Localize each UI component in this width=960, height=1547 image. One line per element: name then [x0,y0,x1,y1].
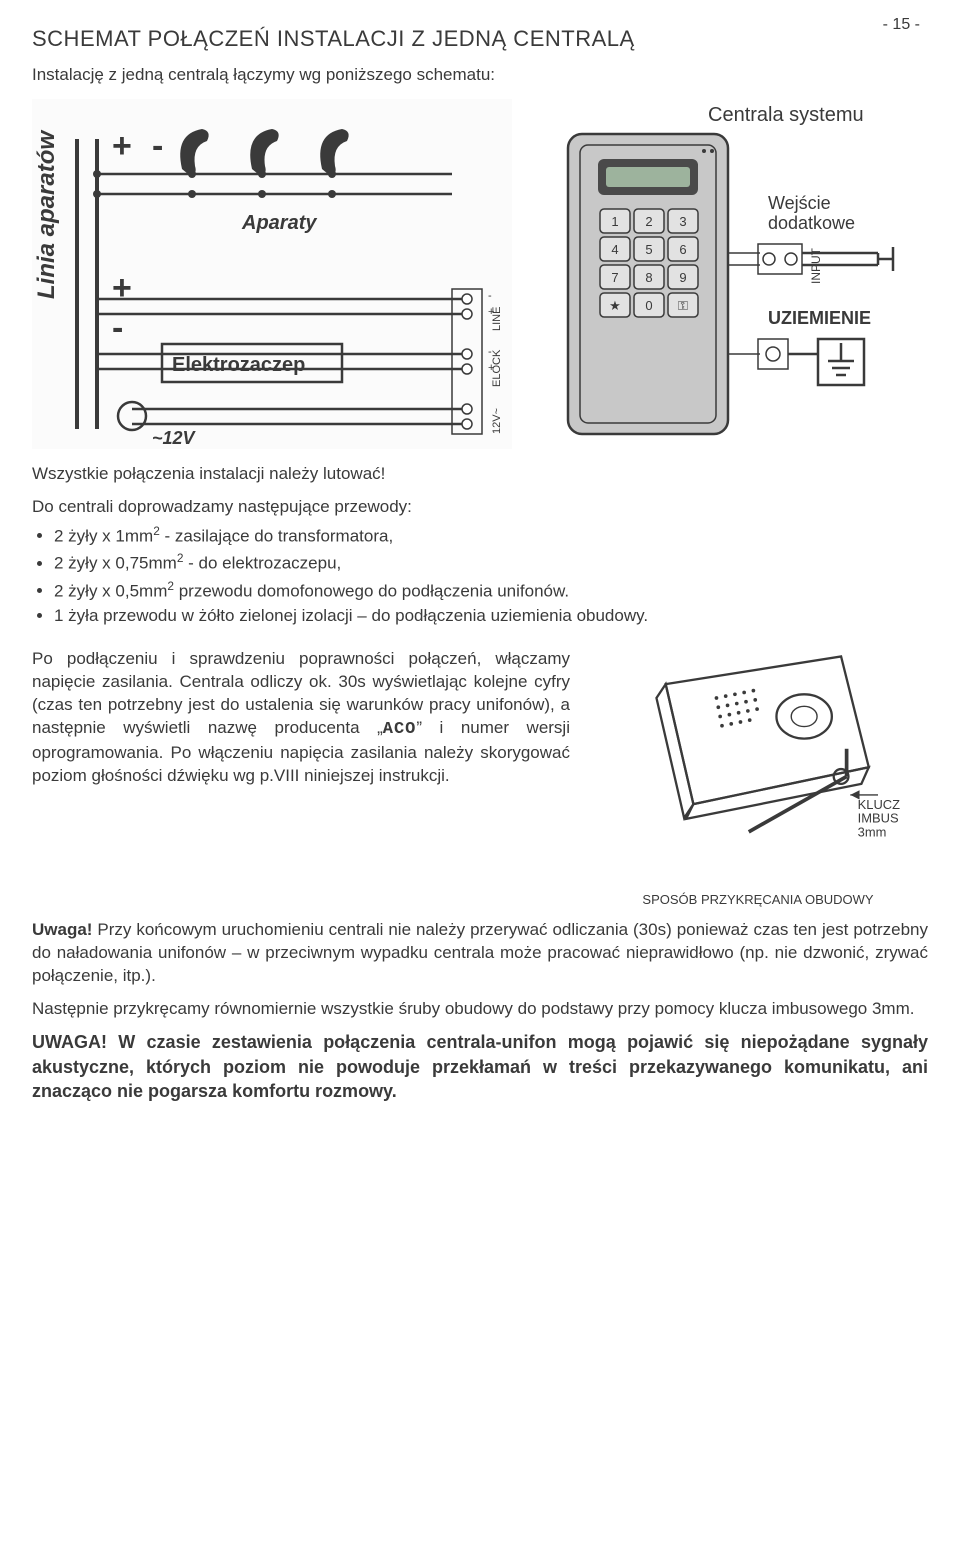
centrala-label: Centrala systemu [708,104,864,126]
minus-symbol: - [152,127,163,165]
plus-symbol-2: + [112,269,132,307]
wiring-schematic: Linia aparatów + - + - Aparaty [32,99,512,449]
warning-1: Uwaga! Przy końcowym uruchomieniu centra… [32,919,928,988]
svg-text:0: 0 [645,298,652,313]
v12-terminal-label: 12V~ [491,408,503,434]
svg-text:7: 7 [611,270,618,285]
wire-item-1: 2 żyły x 1mm2 - zasilające do transforma… [54,523,928,549]
klucz-label-3: 3mm [858,825,887,840]
svg-text:8: 8 [645,270,652,285]
v12-label: ~12V [152,428,197,448]
wire-item-2: 2 żyły x 0,75mm2 - do elektrozaczepu, [54,550,928,576]
after-connect-paragraph: Po podłączeniu i sprawdzeniu poprawności… [32,648,570,788]
intro-text: Instalację z jedną centralą łączymy wg p… [32,64,928,87]
svg-text:4: 4 [611,242,618,257]
elektrozaczep-label: Elektrozaczep [172,354,305,376]
aparaty-label: Aparaty [241,212,317,234]
wire-item-4: 1 żyła przewodu w żółto zielonej izolacj… [54,605,928,628]
svg-text:★: ★ [609,298,621,313]
svg-text:1: 1 [611,214,618,229]
klucz-label-2: IMBUS [858,811,899,826]
svg-text:5: 5 [645,242,652,257]
svg-text:3: 3 [679,214,686,229]
solder-note: Wszystkie połączenia instalacji należy l… [32,463,928,486]
warning-2: UWAGA! W czasie zestawienia połączenia c… [32,1030,928,1103]
plus-symbol: + [112,127,132,165]
page-heading: SCHEMAT POŁĄCZEŃ INSTALACJI Z JEDNĄ CENT… [32,24,928,54]
enclosure-illustration: KLUCZ IMBUS 3mm [588,638,928,878]
uziemienie-label: UZIEMIENIE [768,308,871,328]
wejscie-label-2: dodatkowe [768,213,855,233]
page-number: - 15 - [883,14,920,36]
svg-text:9: 9 [679,270,686,285]
wires-list: 2 żyły x 1mm2 - zasilające do transforma… [32,523,928,629]
enclosure-caption: SPOSÓB PRZYKRĘCANIA OBUDOWY [588,891,928,909]
uwaga-label-2: UWAGA! [32,1032,107,1052]
aco-brand: ACO [383,720,417,739]
central-panel-illustration: Centrala systemu 1 2 3 4 5 6 7 8 9 ★ 0 [528,99,928,449]
linia-aparatow-label: Linia aparatów [33,129,60,298]
screw-instruction: Następnie przykręcamy równomiernie wszys… [32,998,928,1021]
svg-text:-: - [488,346,492,358]
svg-text:+: + [488,306,494,318]
uwaga-label-1: Uwaga! [32,920,92,939]
svg-text:2: 2 [645,214,652,229]
wejscie-label-1: Wejście [768,193,831,213]
svg-text:⚿: ⚿ [678,298,688,313]
svg-text:6: 6 [679,242,686,257]
diagram-row: Linia aparatów + - + - Aparaty [32,99,928,449]
klucz-label-1: KLUCZ [858,797,900,812]
handset-icon [180,129,348,174]
wire-item-3: 2 żyły x 0,5mm2 przewodu domofonowego do… [54,578,928,604]
wires-heading: Do centrali doprowadzamy następujące prz… [32,496,928,519]
svg-text:-: - [488,290,492,302]
svg-text:+: + [488,362,494,374]
